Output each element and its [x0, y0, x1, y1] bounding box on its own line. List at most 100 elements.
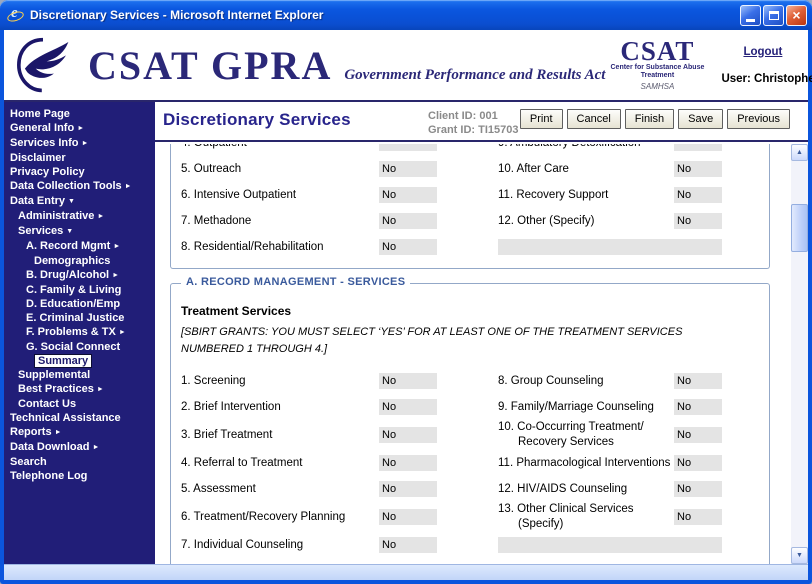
scroll-up-button[interactable]: ▲: [791, 144, 808, 161]
sidebar-item-reports[interactable]: Reports ►: [4, 425, 155, 440]
field-label: 9. Family/Marriage Counseling: [498, 400, 654, 413]
client-id-label: Client ID: 001: [428, 110, 498, 122]
app-header: CSAT GPRA Government Performance and Res…: [4, 30, 812, 102]
previous-button[interactable]: Previous: [727, 109, 790, 129]
sidebar-item-services[interactable]: Services ▼: [4, 224, 155, 239]
field-label: 11. Recovery Support: [498, 188, 609, 201]
form-row: 7. Individual Counseling No: [171, 532, 769, 558]
page-header: Discretionary Services Client ID: 001 Gr…: [155, 102, 808, 142]
section-a-rows: 1. Screening No 8. Group Counseling No 2. Br…: [171, 368, 769, 558]
form-row: 5. Assessment No 12. HIV/AIDS Counseling No: [171, 476, 769, 502]
value-field: No: [379, 508, 437, 525]
form-row: 2. Brief Intervention No 9. Family/Marriag…: [171, 394, 769, 420]
save-button[interactable]: Save: [678, 109, 724, 129]
sidebar-item-administrative[interactable]: Administrative ►: [4, 209, 155, 224]
sidebar-item-demographics[interactable]: Demographics: [4, 254, 155, 268]
sbirt-note: [SBIRT GRANTS: YOU MUST SELECT ‘YES’ FOR…: [181, 326, 683, 356]
body-row: Home Page General Info ► Services Info ► Disc…: [4, 102, 808, 564]
field-label: 13. Other Clinical Services (Specify): [498, 502, 634, 530]
field-label: 4. Outpatient: [181, 144, 379, 149]
section-record-management: A. RECORD MANAGEMENT - SERVICES Treatmen…: [170, 276, 770, 564]
client-grant-ids: Client ID: 001 Grant ID: TI15703: [428, 109, 518, 137]
value-field: No: [379, 399, 437, 416]
horizontal-scrollbar[interactable]: [4, 564, 808, 580]
print-button[interactable]: Print: [519, 109, 563, 129]
sidebar-item-technical-assistance[interactable]: Technical Assistance: [4, 411, 155, 425]
form-row: 6. Intensive Outpatient No 11. Recovery Su…: [171, 182, 769, 208]
finish-button[interactable]: Finish: [624, 109, 675, 129]
scrollbar-thumb[interactable]: [791, 204, 808, 252]
value-field: No: [379, 213, 437, 229]
scroll-down-button[interactable]: ▼: [791, 547, 808, 564]
sidebar-item-label: Services: [18, 225, 64, 237]
expanded-arrow-icon: ▼: [68, 198, 75, 205]
form-row: 6. Treatment/Recovery Planning No 13. Othe…: [171, 502, 769, 532]
sidebar-item-summary[interactable]: Summary: [4, 354, 155, 368]
sidebar-item-telephone-log[interactable]: Telephone Log: [4, 469, 155, 483]
minimize-button[interactable]: [740, 4, 761, 26]
sidebar-item-disclaimer[interactable]: Disclaimer: [4, 151, 155, 165]
section-previous-rows: 4. Outpatient 9. Ambulatory Detoxificatio…: [171, 144, 769, 260]
submenu-arrow-icon: ►: [112, 272, 120, 279]
sidebar-item-services-info[interactable]: Services Info ►: [4, 136, 155, 151]
field-label: 8. Residential/Rehabilitation: [181, 241, 324, 253]
submenu-arrow-icon: ►: [113, 243, 121, 250]
treatment-services-heading: Treatment Services: [181, 304, 292, 318]
sidebar-item-contact-us[interactable]: Contact Us: [4, 397, 155, 411]
value-field: No: [674, 161, 722, 177]
sidebar-item-d-education-emp[interactable]: D. Education/Emp: [4, 297, 155, 311]
section-previous-services: 4. Outpatient 9. Ambulatory Detoxificatio…: [170, 144, 770, 269]
sidebar-item-c-family-living[interactable]: C. Family & Living: [4, 283, 155, 297]
sidebar-item-g-social-connect[interactable]: G. Social Connect: [4, 340, 155, 354]
main-content: Discretionary Services Client ID: 001 Gr…: [155, 102, 808, 564]
specify-text-field: [498, 239, 722, 255]
sidebar-item-supplemental[interactable]: Supplemental: [4, 368, 155, 382]
submenu-arrow-icon: ►: [96, 386, 104, 393]
sidebar-item-e-criminal-justice[interactable]: E. Criminal Justice: [4, 311, 155, 325]
submenu-arrow-icon: ►: [97, 213, 105, 220]
submenu-arrow-icon: ►: [118, 329, 126, 336]
sidebar-item-label: Administrative: [18, 210, 95, 222]
sidebar-item-f-problems-tx[interactable]: F. Problems & TX ►: [4, 325, 155, 340]
sidebar-item-data-entry[interactable]: Data Entry ▼: [4, 194, 155, 209]
sidebar-item-label: Disclaimer: [10, 152, 66, 164]
sidebar-item-label: E. Criminal Justice: [26, 312, 125, 324]
sidebar-item-label: Privacy Policy: [10, 166, 85, 178]
form-scroll-area: 4. Outpatient 9. Ambulatory Detoxificatio…: [155, 144, 791, 564]
field-label: 1. Screening: [181, 375, 246, 388]
sidebar-item-privacy-policy[interactable]: Privacy Policy: [4, 165, 155, 179]
sidebar-item-general-info[interactable]: General Info ►: [4, 121, 155, 136]
window-title: Discretionary Services - Microsoft Inter…: [30, 8, 324, 22]
field-label: 10. Co-Occurring Treatment/ Recovery Ser…: [498, 421, 644, 449]
sidebar-item-a-record-mgmt[interactable]: A. Record Mgmt ►: [4, 239, 155, 254]
sidebar-item-data-collection-tools[interactable]: Data Collection Tools ►: [4, 179, 155, 194]
close-button[interactable]: ×: [786, 4, 807, 26]
page-title: Discretionary Services: [163, 110, 351, 129]
form-row: 5. Outreach No 10. After Care No: [171, 156, 769, 182]
maximize-button[interactable]: [763, 4, 784, 26]
sidebar-item-b-drug-alcohol[interactable]: B. Drug/Alcohol ►: [4, 268, 155, 283]
cancel-button[interactable]: Cancel: [566, 109, 621, 129]
field-label: 10. After Care: [498, 162, 569, 175]
value-field: No: [379, 161, 437, 177]
form-row: 3. Brief Treatment No 10. Co-Occurring Tre…: [171, 420, 769, 450]
sidebar-item-best-practices[interactable]: Best Practices ►: [4, 382, 155, 397]
sidebar-item-search[interactable]: Search: [4, 455, 155, 469]
value-field: No: [379, 536, 437, 553]
sidebar-item-label: Reports: [10, 426, 52, 438]
submenu-arrow-icon: ►: [81, 140, 89, 147]
field-label: 7. Individual Counseling: [181, 538, 304, 551]
logout-link[interactable]: Logout: [743, 45, 783, 58]
field-label: 8. Group Counseling: [498, 374, 604, 387]
sidebar-item-label: C. Family & Living: [26, 284, 122, 296]
sidebar-item-label: Data Collection Tools: [10, 180, 122, 192]
sidebar-item-data-download[interactable]: Data Download ►: [4, 440, 155, 455]
form-row: 1. Screening No 8. Group Counseling No: [171, 368, 769, 394]
sidebar-item-home-page[interactable]: Home Page: [4, 107, 155, 121]
sidebar-item-label: Search: [10, 456, 47, 468]
sidebar-item-label: D. Education/Emp: [26, 298, 121, 310]
field-label: 4. Referral to Treatment: [181, 456, 303, 469]
sidebar-item-label: Contact Us: [18, 398, 77, 410]
value-field: No: [379, 187, 437, 203]
vertical-scrollbar[interactable]: ▲ ▼: [791, 144, 808, 564]
